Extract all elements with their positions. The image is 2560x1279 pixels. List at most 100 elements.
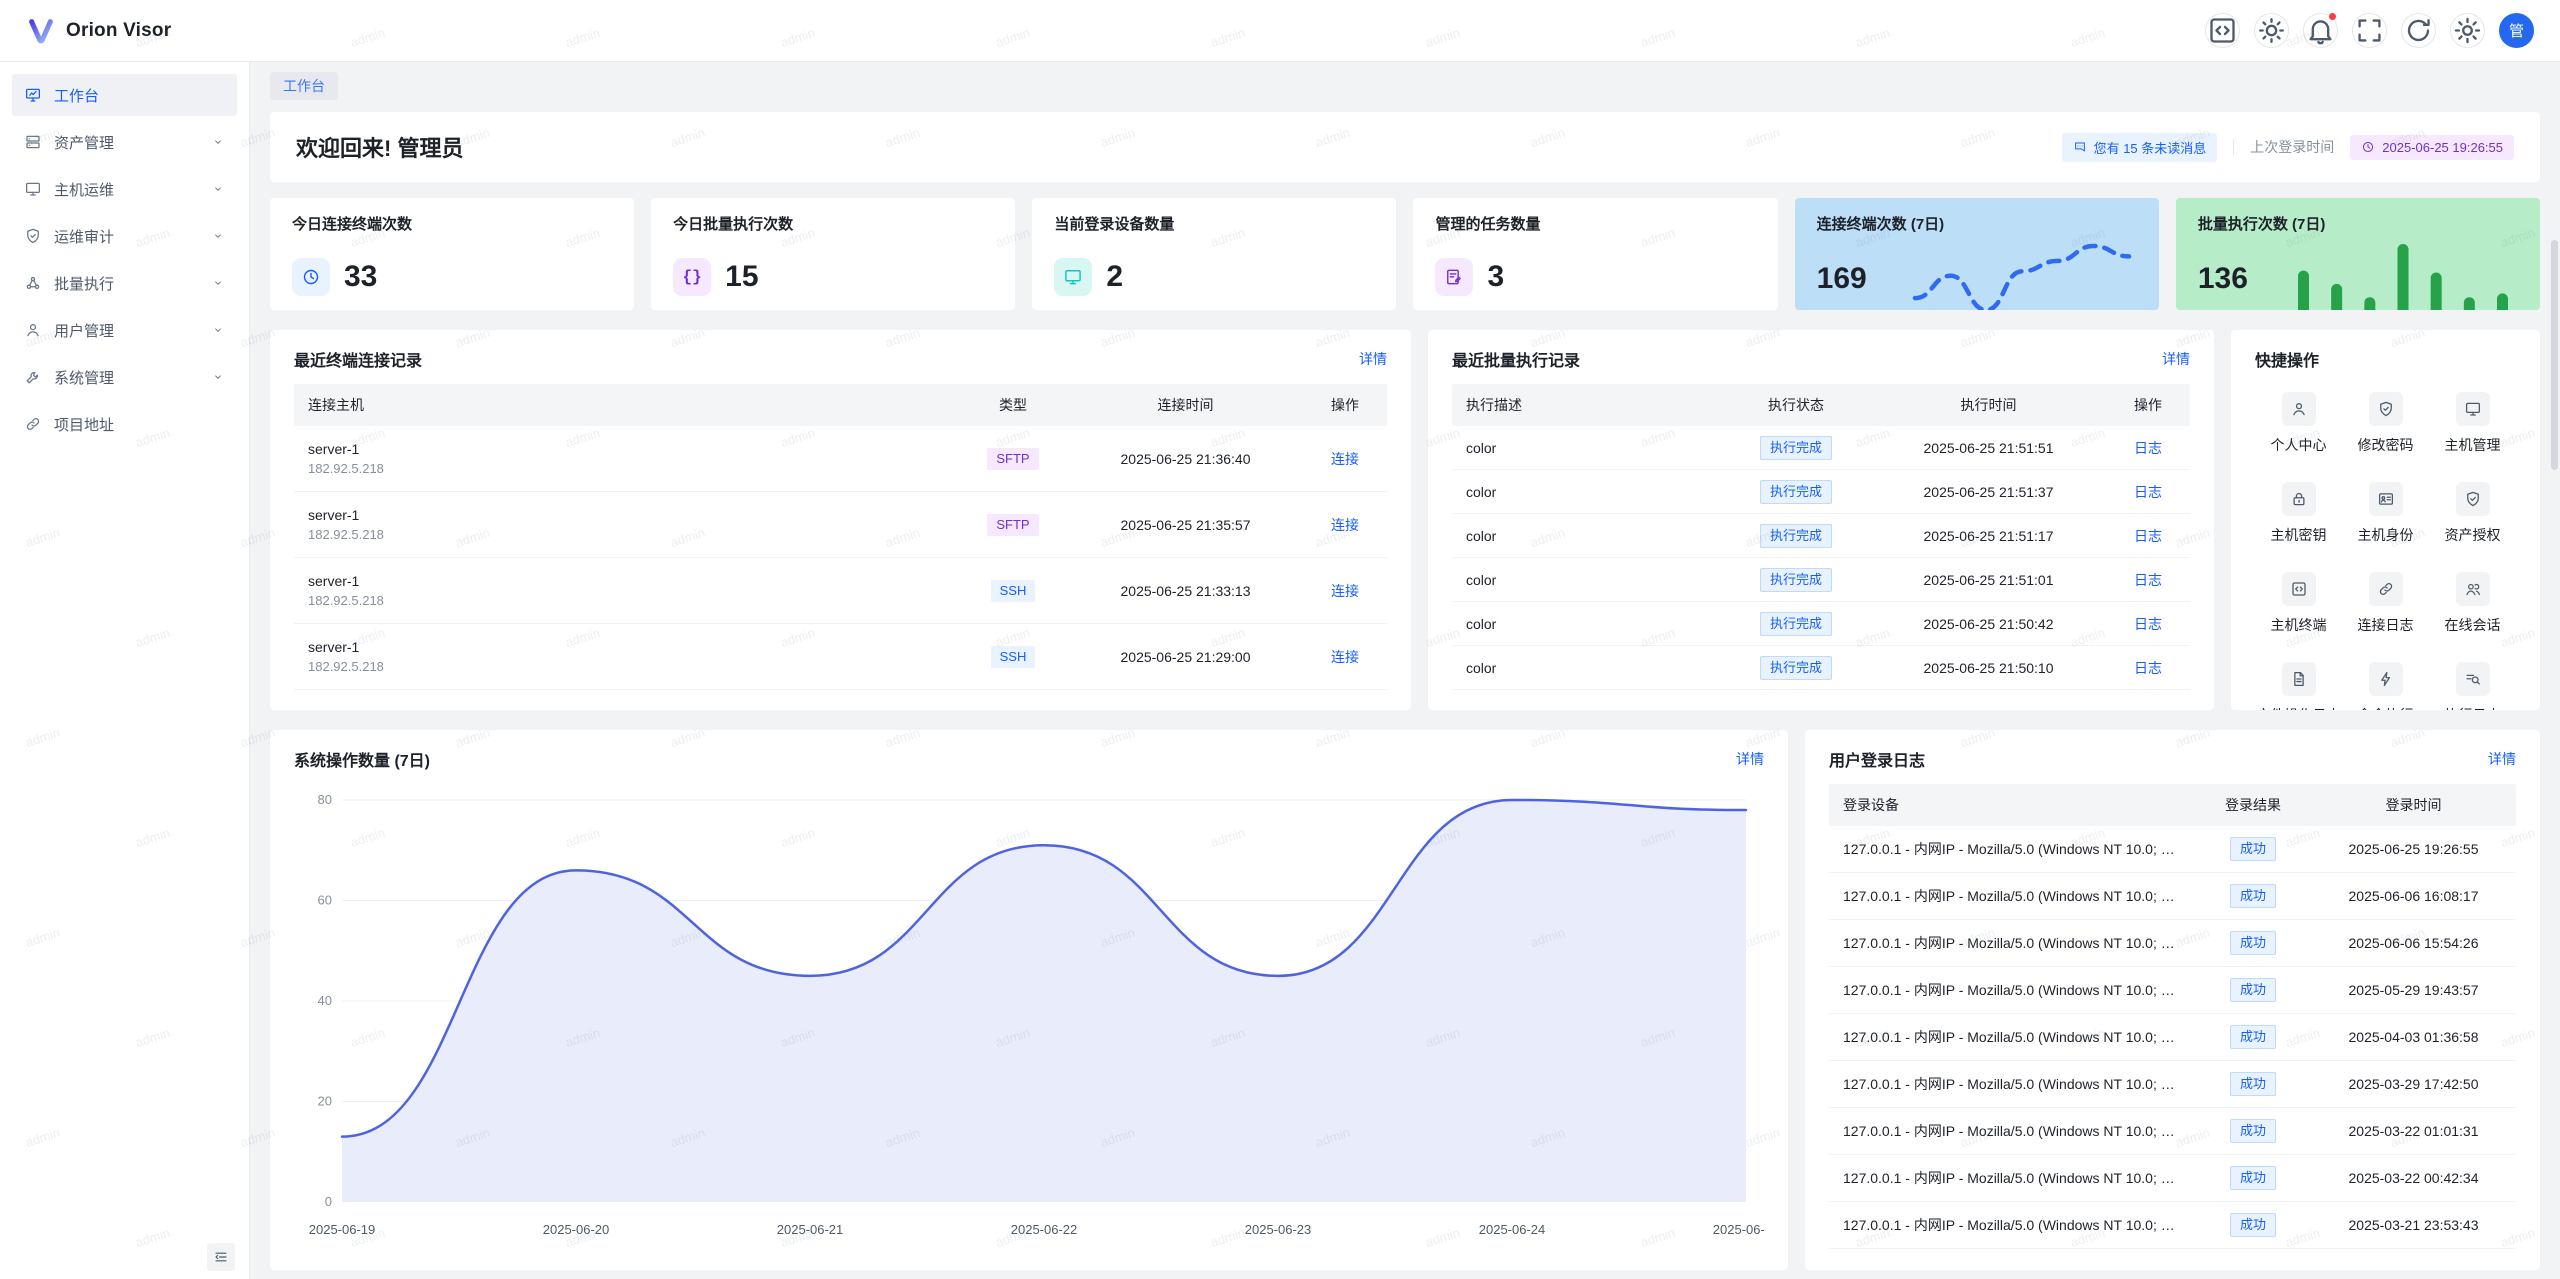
login-device: 127.0.0.1 - 内网IP - Mozilla/5.0 (Windows … xyxy=(1843,1029,2195,1045)
quick-action-asset-authorization[interactable]: 资产授权 xyxy=(2429,482,2516,545)
host-name: server-1 xyxy=(308,507,360,523)
logo-icon xyxy=(29,18,53,43)
result-badge: 成功 xyxy=(2229,1119,2276,1143)
chevron-down-icon xyxy=(211,323,225,337)
stat-label: 管理的任务数量 xyxy=(1435,216,1541,233)
login-row: 127.0.0.1 - 内网IP - Mozilla/5.0 (Windows … xyxy=(1829,1014,2516,1061)
log-link[interactable]: 日志 xyxy=(2134,439,2162,456)
connect-time: 2025-06-25 21:29:00 xyxy=(1120,648,1251,665)
quick-action-online-sessions[interactable]: 在线会话 xyxy=(2429,572,2516,635)
quick-actions-panel: 快捷操作 个人中心 修改密码 主机管理 主机密钥 主机身份 资产授权 主机终端 连接日志 在线会… xyxy=(2231,330,2540,710)
breadcrumb[interactable]: 工作台 xyxy=(270,72,338,100)
sidebar-item-batch-execute[interactable]: 批量执行 xyxy=(12,262,237,304)
refresh-button[interactable] xyxy=(2401,13,2436,48)
log-link[interactable]: 日志 xyxy=(2134,483,2162,500)
app-title: Orion Visor xyxy=(66,19,172,41)
settings-button[interactable] xyxy=(2450,13,2485,48)
link-icon xyxy=(24,415,42,433)
quick-action-command-execution[interactable]: 命令执行 xyxy=(2342,662,2429,710)
users-icon xyxy=(2455,572,2490,606)
panel-title: 最近批量执行记录 xyxy=(1452,353,1581,370)
connect-link[interactable]: 连接 xyxy=(1331,450,1359,467)
notifications-button[interactable] xyxy=(2303,12,2338,48)
user-avatar[interactable]: 管 xyxy=(2499,13,2534,48)
type-tag: SSH xyxy=(990,645,1036,668)
quick-action-personal-center[interactable]: 个人中心 xyxy=(2255,392,2342,455)
stat-card-today-batch-executions: 今日批量执行次数 {} 15 xyxy=(651,198,1016,310)
quick-action-host-management[interactable]: 主机管理 xyxy=(2429,392,2516,455)
terminal-row: server-1 182.92.5.218 SFTP 2025-06-25 21:36… xyxy=(294,426,1387,492)
exec-description: color xyxy=(1466,439,1497,456)
quick-action-connection-log[interactable]: 连接日志 xyxy=(2342,572,2429,635)
connect-link[interactable]: 连接 xyxy=(1331,648,1359,665)
fullscreen-button[interactable] xyxy=(2352,13,2387,48)
theme-button[interactable] xyxy=(2254,13,2289,48)
shield-icon xyxy=(24,227,42,245)
scrollbar-thumb[interactable] xyxy=(2551,240,2558,470)
exec-time: 2025-06-25 21:51:17 xyxy=(1923,527,2054,544)
status-badge: 执行完成 xyxy=(1759,567,1832,592)
quick-action-host-terminal[interactable]: 主机终端 xyxy=(2255,572,2342,635)
log-link[interactable]: 日志 xyxy=(2134,527,2162,544)
panel-title: 最近终端连接记录 xyxy=(294,353,423,370)
sidebar-item-user-management[interactable]: 用户管理 xyxy=(12,309,237,351)
chevron-down-icon xyxy=(211,370,225,384)
chevron-down-icon xyxy=(211,229,225,243)
log-link[interactable]: 日志 xyxy=(2134,571,2162,588)
code-icon xyxy=(2206,14,2239,47)
exec-time: 2025-06-25 21:50:10 xyxy=(1923,659,2054,676)
stat-label: 今日连接终端次数 xyxy=(292,216,413,233)
connect-link[interactable]: 连接 xyxy=(1331,582,1359,599)
unread-messages-text: 您有 15 条未读消息 xyxy=(2093,140,2207,156)
batch-row: color 执行完成 2025-06-25 21:51:51 日志 xyxy=(1452,426,2190,470)
login-row: 127.0.0.1 - 内网IP - Mozilla/5.0 (Windows … xyxy=(1829,873,2516,920)
result-badge: 成功 xyxy=(2229,837,2276,861)
quick-action-label: 连接日志 xyxy=(2357,617,2414,633)
terminal-row: server-1 182.92.5.218 SFTP 2025-06-25 21:35… xyxy=(294,492,1387,558)
searchlist-icon xyxy=(2455,662,2490,696)
login-detail-link[interactable]: 详情 xyxy=(2488,751,2516,767)
collapse-sidebar-button[interactable] xyxy=(207,1243,235,1271)
quick-action-change-password[interactable]: 修改密码 xyxy=(2342,392,2429,455)
sidebar-item-ops-audit[interactable]: 运维审计 xyxy=(12,215,237,257)
login-time: 2025-06-06 16:08:17 xyxy=(2348,888,2479,904)
chevron-down-icon xyxy=(211,276,225,290)
log-link[interactable]: 日志 xyxy=(2134,615,2162,632)
table-header: 登录设备 登录结果 登录时间 xyxy=(1829,784,2516,826)
fold-icon xyxy=(213,1249,229,1265)
sidebar-item-asset-management[interactable]: 资产管理 xyxy=(12,121,237,163)
quick-action-label: 主机终端 xyxy=(2270,617,2327,633)
result-badge: 成功 xyxy=(2229,1213,2276,1237)
connect-link[interactable]: 连接 xyxy=(1331,516,1359,533)
result-badge: 成功 xyxy=(2229,1166,2276,1190)
quick-action-host-identity[interactable]: 主机身份 xyxy=(2342,482,2429,545)
sidebar-item-workbench[interactable]: 工作台 xyxy=(12,74,237,116)
code-button[interactable] xyxy=(2205,13,2240,48)
quick-action-host-keys[interactable]: 主机密钥 xyxy=(2255,482,2342,545)
lightning-icon xyxy=(2368,662,2403,696)
status-badge: 执行完成 xyxy=(1759,435,1832,460)
terminal-detail-link[interactable]: 详情 xyxy=(1359,351,1387,367)
login-device: 127.0.0.1 - 内网IP - Mozilla/5.0 (Windows … xyxy=(1843,1217,2195,1233)
chart-detail-link[interactable]: 详情 xyxy=(1736,751,1764,767)
exec-description: color xyxy=(1466,527,1497,544)
sidebar-item-project-link[interactable]: 项目地址 xyxy=(12,403,237,445)
stat-value: 33 xyxy=(344,260,378,293)
type-tag: SFTP xyxy=(987,447,1039,470)
sidebar-item-host-ops[interactable]: 主机运维 xyxy=(12,168,237,210)
log-link[interactable]: 日志 xyxy=(2134,659,2162,676)
quick-action-file-operation-log[interactable]: 文件操作日志 xyxy=(2255,662,2342,710)
monitor-icon xyxy=(24,180,42,198)
last-login-label: 上次登录时间 xyxy=(2250,139,2335,155)
sidebar-item-system-management[interactable]: 系统管理 xyxy=(12,356,237,398)
batch-row: color 执行完成 2025-06-25 21:51:17 日志 xyxy=(1452,514,2190,558)
stat-value: 15 xyxy=(725,260,759,293)
batch-detail-link[interactable]: 详情 xyxy=(2162,351,2190,367)
quick-action-label: 资产授权 xyxy=(2444,527,2501,543)
login-row: 127.0.0.1 - 内网IP - Mozilla/5.0 (Windows … xyxy=(1829,920,2516,967)
login-time: 2025-04-03 01:36:58 xyxy=(2348,1029,2479,1045)
result-badge: 成功 xyxy=(2229,978,2276,1002)
quick-action-execution-log[interactable]: 执行日志 xyxy=(2429,662,2516,710)
unread-messages-pill[interactable]: 您有 15 条未读消息 xyxy=(2061,132,2218,162)
